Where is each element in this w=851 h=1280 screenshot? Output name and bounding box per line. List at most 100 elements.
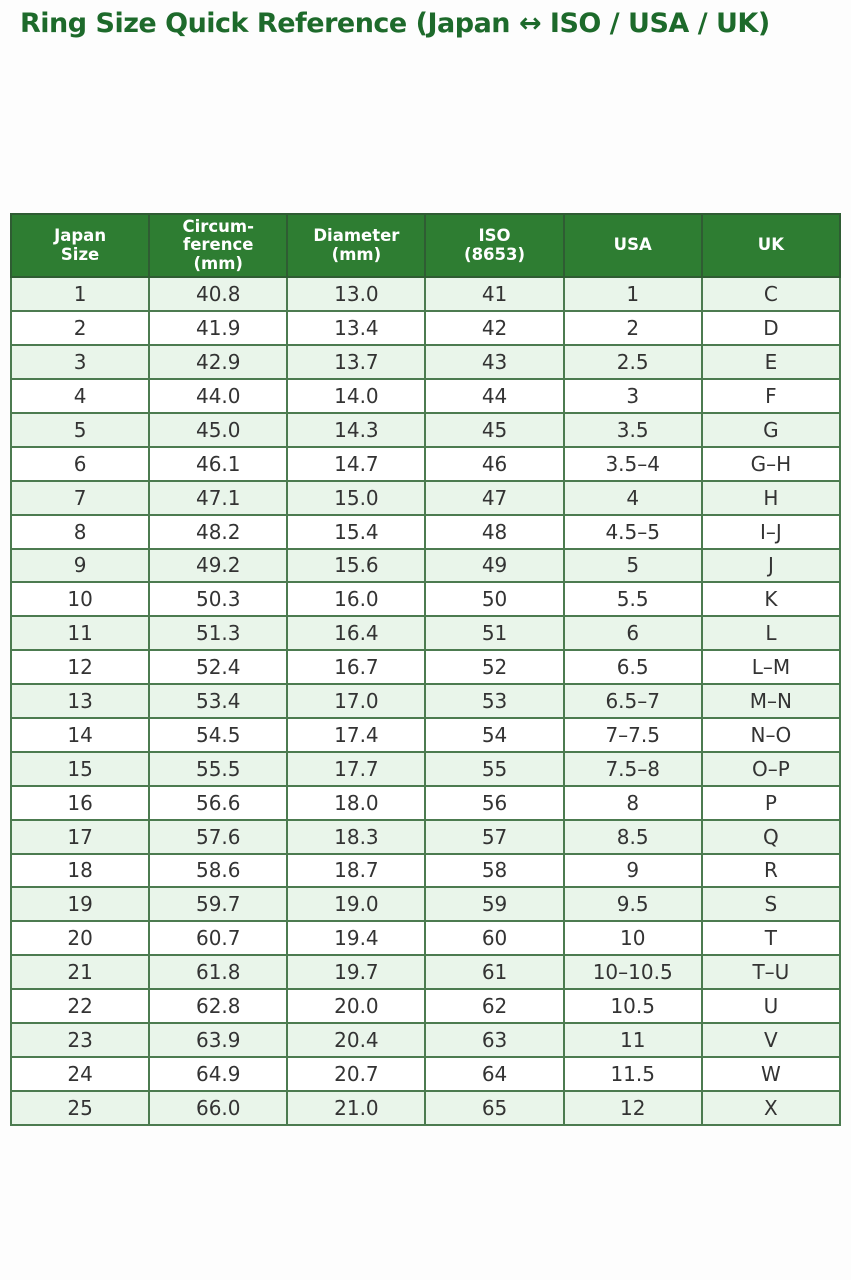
table-cell: 12 — [9, 649, 151, 686]
table-cell: 1 — [562, 276, 703, 313]
table-cell: 10–10.5 — [562, 954, 703, 991]
table-cell: 49.2 — [148, 547, 289, 584]
table-cell: M–N — [700, 683, 842, 719]
table-row: 16 56.6 18.0 56 8 P — [9, 784, 842, 821]
table-cell: 15.0 — [286, 479, 427, 516]
column-header: UK — [700, 212, 842, 279]
table-cell: 48.2 — [148, 513, 289, 550]
table-cell: 10 — [9, 581, 151, 618]
table-row: 1 40.8 13.0 41 1 C — [9, 276, 842, 313]
table-cell: 15.4 — [286, 513, 427, 550]
table-row: 11 51.3 16.4 51 6 L — [9, 615, 842, 652]
page-title: Ring Size Quick Reference (Japan ↔ ISO /… — [20, 8, 770, 39]
table-cell: 14.0 — [286, 378, 427, 414]
table-cell: 5 — [562, 547, 703, 584]
table-cell: 2 — [9, 310, 151, 347]
table-cell: 8.5 — [562, 818, 703, 855]
table-cell: 20 — [9, 920, 151, 957]
table-cell: 49 — [424, 547, 565, 584]
column-header: Diameter (mm) — [286, 212, 427, 279]
table-row: 5 45.0 14.3 45 3.5 G — [9, 411, 842, 448]
table-cell: 58.6 — [148, 852, 289, 889]
table-cell: 18.7 — [286, 852, 427, 889]
table-header: Japan Size Circum- ference (mm) Diameter (… — [9, 212, 842, 279]
table-row: 4 44.0 14.0 44 3 F — [9, 378, 842, 414]
table-cell: T — [700, 920, 842, 957]
table-cell: 2 — [562, 310, 703, 347]
table-cell: 4 — [562, 479, 703, 516]
table-cell: 3.5 — [562, 411, 703, 448]
table-cell: R — [700, 852, 842, 889]
table-cell: 64.9 — [148, 1055, 289, 1092]
table-cell: 55 — [424, 750, 565, 787]
table-cell: 19.4 — [286, 920, 427, 957]
table-cell: 19.0 — [286, 886, 427, 923]
table-cell: 13 — [9, 683, 151, 719]
table-row: 19 59.7 19.0 59 9.5 S — [9, 886, 842, 923]
table-cell: 21 — [9, 954, 151, 991]
table-cell: 56.6 — [148, 784, 289, 821]
table-cell: 56 — [424, 784, 565, 821]
table-cell: O–P — [700, 750, 842, 787]
table-row: 14 54.5 17.4 54 7–7.5 N–O — [9, 716, 842, 753]
table-cell: 59 — [424, 886, 565, 923]
table-cell: T–U — [700, 954, 842, 991]
table-cell: 41 — [424, 276, 565, 313]
table-row: 18 58.6 18.7 58 9 R — [9, 852, 842, 889]
table-cell: 42.9 — [148, 344, 289, 381]
table-cell: E — [700, 344, 842, 381]
table-row: 7 47.1 15.0 47 4 H — [9, 479, 842, 516]
table-cell: S — [700, 886, 842, 923]
table-cell: 13.4 — [286, 310, 427, 347]
table-cell: 18.3 — [286, 818, 427, 855]
table-cell: G–H — [700, 445, 842, 482]
column-header: USA — [562, 212, 703, 279]
table-cell: 16.4 — [286, 615, 427, 652]
header-row: Japan Size Circum- ference (mm) Diameter (… — [9, 212, 842, 279]
table-cell: K — [700, 581, 842, 618]
table-cell: 18 — [9, 852, 151, 889]
table-cell: 3.5–4 — [562, 445, 703, 482]
table-cell: C — [700, 276, 842, 313]
table-cell: 3 — [562, 378, 703, 414]
table-body: 1 40.8 13.0 41 1 C 2 41.9 13.4 42 2 D 3 42.9 13.7 43 2.5… — [9, 276, 842, 1126]
table-cell: 60 — [424, 920, 565, 957]
table-cell: 15 — [9, 750, 151, 787]
table-cell: 17.0 — [286, 683, 427, 719]
table-row: 2 41.9 13.4 42 2 D — [9, 310, 842, 347]
table-cell: Q — [700, 818, 842, 855]
table-cell: D — [700, 310, 842, 347]
table-cell: 9.5 — [562, 886, 703, 923]
table-cell: 45.0 — [148, 411, 289, 448]
table-cell: 17.4 — [286, 716, 427, 753]
table-cell: 46 — [424, 445, 565, 482]
table-cell: 54.5 — [148, 716, 289, 753]
table-cell: 14.3 — [286, 411, 427, 448]
table-cell: 53.4 — [148, 683, 289, 719]
table-cell: 6.5–7 — [562, 683, 703, 719]
table-cell: 51.3 — [148, 615, 289, 652]
table-cell: F — [700, 378, 842, 414]
table-cell: 10.5 — [562, 988, 703, 1024]
table-cell: 66.0 — [148, 1089, 289, 1126]
table-cell: 15.6 — [286, 547, 427, 584]
table-cell: 65 — [424, 1089, 565, 1126]
table-cell: 1 — [9, 276, 151, 313]
table-cell: 58 — [424, 852, 565, 889]
table-cell: 46.1 — [148, 445, 289, 482]
table-cell: 59.7 — [148, 886, 289, 923]
table-cell: 17 — [9, 818, 151, 855]
table-cell: V — [700, 1022, 842, 1058]
table-cell: 16 — [9, 784, 151, 821]
table-cell: 57 — [424, 818, 565, 855]
table-row: 25 66.0 21.0 65 12 X — [9, 1089, 842, 1126]
table-cell: 41.9 — [148, 310, 289, 347]
table-row: 6 46.1 14.7 46 3.5–4 G–H — [9, 445, 842, 482]
table-cell: I–J — [700, 513, 842, 550]
table-cell: 12 — [562, 1089, 703, 1126]
table-cell: 11 — [562, 1022, 703, 1058]
table-cell: 7 — [9, 479, 151, 516]
table-cell: 47 — [424, 479, 565, 516]
table-cell: 43 — [424, 344, 565, 381]
table-cell: 53 — [424, 683, 565, 719]
